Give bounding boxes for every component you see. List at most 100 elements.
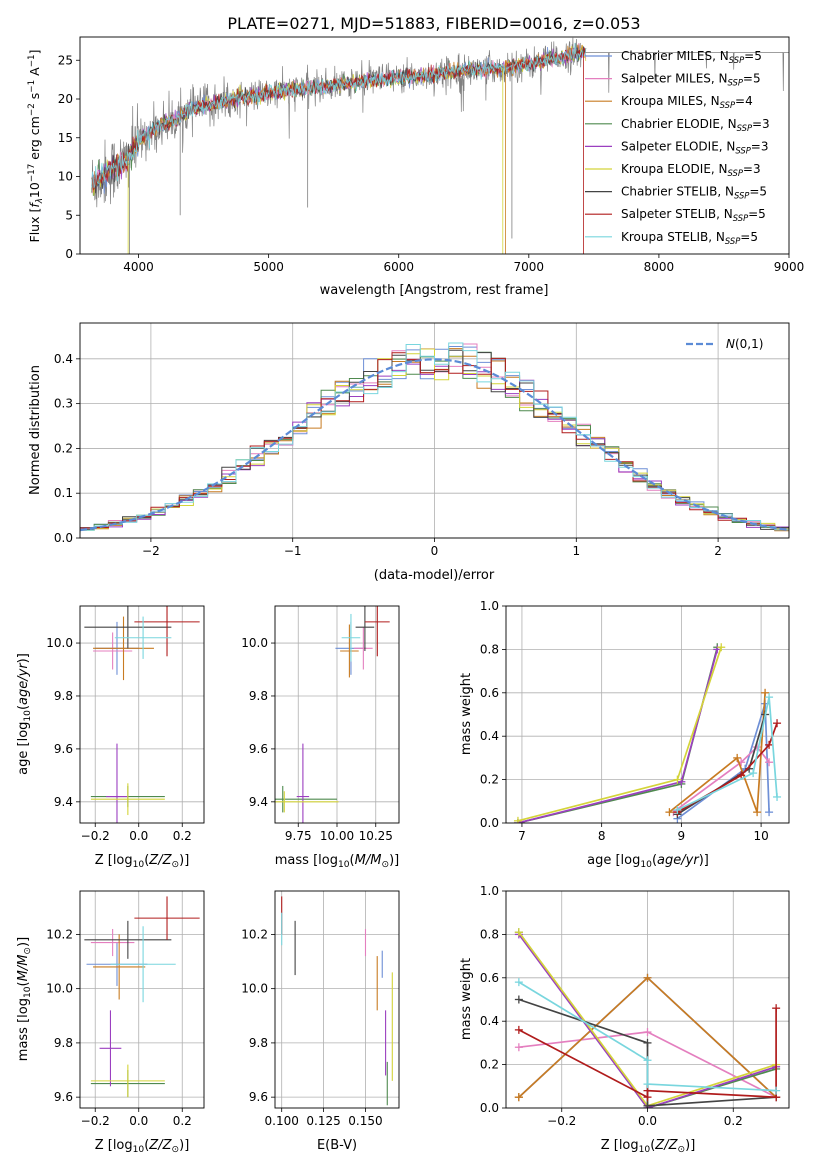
label-part: SSP — [733, 213, 749, 223]
x-tick-label: 1 — [572, 544, 580, 558]
y-axis-label: age [log10(age/yr)] — [16, 653, 33, 775]
y-tick-label: 0.4 — [480, 1014, 499, 1028]
y-tick-label: 0.8 — [480, 927, 499, 941]
label-part: Salpeter ELODIE, N — [621, 139, 735, 153]
y-tick-label: 0.6 — [480, 686, 499, 700]
label-part: Chabrier ELODIE, N — [621, 117, 737, 131]
label-part: ( — [144, 853, 149, 868]
y-tick-label: 25 — [58, 53, 73, 67]
label-part: age/yr — [16, 662, 31, 705]
label-part: mass [log — [275, 853, 338, 868]
x-tick-label: 10.00 — [320, 829, 354, 843]
label-part: =3 — [743, 162, 761, 176]
y-axis-label: mass weight — [459, 958, 474, 1040]
y-tick-label: 9.8 — [249, 1036, 268, 1050]
label-part: −17 — [27, 164, 37, 182]
y-tick-label: 10.0 — [241, 982, 268, 996]
x-tick-label: 9 — [678, 829, 686, 843]
axes-frame — [79, 890, 205, 1109]
y-axis-label: mass [log10(M/M⊙)] — [16, 937, 33, 1061]
histogram-kroupa-elodie — [80, 348, 789, 532]
label-part: M/M — [16, 955, 31, 982]
y-axis-label: Flux [fλ10−17 erg cm−2 s−1 A−1] — [27, 50, 45, 243]
label-part: Z [log — [95, 853, 133, 868]
x-tick-label: 0.2 — [173, 1114, 192, 1128]
label-part: age [log — [587, 853, 640, 868]
legend-label: Salpeter ELODIE, NSSP=3 — [621, 139, 769, 155]
x-tick-label: 8000 — [644, 260, 675, 274]
x-tick-label: 0 — [431, 544, 439, 558]
figure-title: PLATE=0271, MJD=51883, FIBERID=0016, z=0… — [227, 14, 640, 33]
axes-frame — [274, 605, 400, 824]
plot-area — [275, 606, 390, 823]
y-tick-label: 10.0 — [46, 636, 73, 650]
label-part: Z/Z — [654, 1138, 678, 1153]
label-part: =3 — [751, 139, 769, 153]
chart-weight-vs-z: −0.2 0.0 0.2 0.0 0.2 0.4 0.6 0.8 1.0 Z [log10(Z/Z… — [459, 884, 790, 1155]
label-part: SSP — [737, 123, 753, 133]
x-tick-label: 0.0 — [129, 1114, 148, 1128]
plot-area — [514, 928, 781, 1108]
label-part: Kroupa ELODIE, N — [621, 162, 728, 176]
y-axis-label: mass weight — [459, 673, 474, 755]
x-tick-label: 6000 — [383, 260, 414, 274]
label-part: 10 — [338, 860, 350, 870]
x-tick-label: 9.75 — [285, 829, 312, 843]
label-part: SSP — [735, 145, 751, 155]
label-part: )] — [16, 937, 31, 947]
x-tick-label: −0.2 — [547, 1114, 576, 1128]
label-part: =5 — [749, 185, 767, 199]
x-axis-label: Z [log10(Z/Z⊙)] — [95, 1138, 190, 1155]
y-tick-label: 9.4 — [54, 795, 73, 809]
label-part: 10 — [640, 860, 652, 870]
legend-label: Chabrier STELIB, NSSP=5 — [621, 185, 767, 201]
x-tick-label: 0.150 — [348, 1114, 382, 1128]
chart-age-vs-mass: 9.75 10.00 10.25 9.4 9.6 9.8 10.0 mass [log10(M… — [241, 605, 400, 870]
x-axis-label: age [log10(age/yr)] — [587, 853, 709, 870]
x-tick-label: 7000 — [514, 260, 545, 274]
label-part: 10 — [27, 182, 42, 198]
y-tick-label: 10.2 — [46, 927, 73, 941]
label-part: Z [log — [95, 1138, 133, 1153]
label-part: λ — [35, 198, 45, 204]
y-tick-label: 0 — [65, 247, 73, 261]
label-part: =5 — [744, 49, 762, 63]
legend-label: Salpeter MILES, NSSP=5 — [621, 72, 761, 88]
y-tick-label: 20 — [58, 92, 73, 106]
label-part: SSP — [734, 191, 750, 201]
label-part: )] — [16, 653, 31, 663]
label-part: f — [27, 202, 42, 208]
x-tick-label: 0.0 — [129, 829, 148, 843]
x-tick-label: 9000 — [774, 260, 805, 274]
label-part: )] — [699, 853, 709, 868]
plot-area — [80, 342, 789, 534]
label-part: =4 — [735, 94, 753, 108]
y-tick-label: 0.8 — [480, 642, 499, 656]
label-part: age/yr — [657, 853, 700, 868]
normal-reference-curve — [80, 358, 789, 532]
label-part: ( — [350, 853, 355, 868]
label-part: 10 — [133, 860, 145, 870]
x-tick-label: 0.100 — [265, 1114, 299, 1128]
plot-area — [513, 643, 782, 823]
y-tick-label: 9.8 — [249, 689, 268, 703]
x-tick-label: −1 — [284, 544, 302, 558]
label-part: ] — [27, 50, 42, 55]
label-part: Kroupa STELIB, N — [621, 230, 725, 244]
x-tick-label: −0.2 — [81, 1114, 110, 1128]
label-part: ⊙ — [678, 1145, 686, 1155]
label-part: ( — [144, 1138, 149, 1153]
plot-area — [91, 37, 789, 254]
y-axis-label: Normed distribution — [28, 365, 43, 495]
label-part: =5 — [748, 207, 766, 221]
label-part: ( — [650, 1138, 655, 1153]
label-part: SSP — [728, 168, 744, 178]
label-part: SSP — [729, 55, 745, 65]
y-tick-label: 10.2 — [241, 927, 268, 941]
legend-label: Chabrier ELODIE, NSSP=3 — [621, 117, 770, 133]
y-tick-label: 9.6 — [54, 742, 73, 756]
y-tick-label: 0.3 — [54, 397, 73, 411]
x-tick-label: −0.2 — [81, 829, 110, 843]
